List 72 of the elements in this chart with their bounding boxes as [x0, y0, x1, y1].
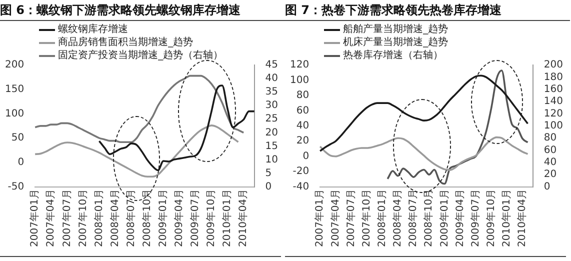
y2-tick-label: 180	[544, 72, 564, 83]
y2-tick-label: 25	[265, 114, 278, 125]
x-tick-label: 2008年01月	[92, 188, 105, 248]
x-tick-label: 2010年01月	[221, 188, 234, 248]
x-tick-label: 2008年07月	[407, 188, 420, 248]
x-tick-label: 2008年10月	[140, 188, 153, 248]
y2-tick-label: 20	[544, 169, 557, 180]
legend-label: 螺纹钢库存增速	[58, 23, 128, 36]
y2-tick-label: 40	[544, 157, 557, 168]
y2-tick-label: 30	[265, 100, 278, 112]
x-tick-label: 2010年04月	[516, 188, 528, 248]
chart-title: 图 6：螺纹钢下游需求略领先螺纹钢库存增速	[0, 0, 285, 21]
y-tick-label: 120	[290, 60, 310, 71]
y-tick-label: 50	[11, 132, 24, 144]
y2-tick-label: 35	[265, 86, 278, 98]
x-tick-label: 2008年01月	[376, 188, 388, 248]
legend-label: 商品房销售面积当期增速_趋势	[58, 36, 194, 49]
x-tick-label: 2007年07月	[344, 188, 357, 248]
x-tick-label: 2009年07月	[189, 188, 202, 248]
y-tick-label: 60	[296, 105, 310, 116]
y2-tick-label: 20	[265, 127, 278, 138]
x-tick-label: 2007年01月	[314, 188, 326, 248]
y-tick-label: 100	[290, 74, 310, 86]
y2-tick-label: 100	[544, 120, 564, 132]
y-tick-label: 0	[302, 150, 310, 162]
y-tick-label: 200	[4, 60, 24, 71]
y-tick-label: -40	[292, 181, 310, 192]
x-tick-label: 2008年04月	[392, 188, 404, 248]
x-tick-label: 2007年04月	[44, 188, 57, 248]
x-tick-label: 2009年01月	[156, 188, 169, 248]
y2-tick-label: 5	[265, 168, 272, 179]
x-tick-label: 2009年10月	[205, 188, 218, 248]
y2-tick-label: 80	[544, 132, 557, 144]
legend-label: 机床产量当期增速_趋势	[343, 36, 448, 49]
y2-tick-label: 120	[544, 108, 564, 120]
y2-tick-label: 10	[265, 154, 278, 166]
y-tick-label: 40	[296, 120, 310, 132]
y2-tick-label: 140	[544, 96, 564, 108]
x-tick-label: 2009年10月	[484, 188, 497, 248]
x-tick-label: 2007年10月	[360, 188, 372, 248]
x-tick-label: 2009年04月	[454, 188, 466, 248]
y2-tick-label: 40	[265, 73, 278, 84]
x-tick-label: 2010年04月	[237, 188, 250, 248]
y-tick-label: 100	[4, 108, 24, 120]
x-tick-label: 2008年04月	[108, 188, 121, 248]
y2-tick-label: 0	[265, 181, 272, 192]
y-tick-label: -20	[292, 166, 310, 178]
legend-label: 船舶产量当期增速_趋势	[343, 23, 448, 36]
x-tick-label: 2007年01月	[28, 188, 41, 248]
y-tick-label: 80	[296, 90, 310, 102]
y2-tick-label: 160	[544, 84, 564, 95]
x-tick-label: 2007年10月	[76, 188, 89, 248]
chart-title: 图 7：热卷下游需求略领先热卷库存增速	[285, 0, 570, 21]
y2-tick-label: 15	[265, 140, 278, 152]
legend-label: 热卷库存增速（右轴）	[343, 49, 444, 62]
x-tick-label: 2009年01月	[438, 188, 450, 248]
x-tick-label: 2010年01月	[500, 188, 513, 248]
y-tick-label: 0	[18, 157, 24, 168]
y2-tick-label: 0	[544, 181, 550, 192]
y-tick-label: 20	[296, 136, 310, 147]
y-tick-label: 150	[4, 84, 24, 95]
y2-tick-label: 60	[544, 144, 557, 156]
x-tick-label: 2009年07月	[469, 188, 482, 248]
y2-tick-label: 45	[265, 60, 278, 71]
x-tick-label: 2007年07月	[60, 188, 73, 248]
x-tick-label: 2008年07月	[124, 188, 137, 248]
x-tick-label: 2008年10月	[422, 188, 435, 248]
x-tick-label: 2007年04月	[329, 188, 342, 248]
y-tick-label: -50	[8, 181, 24, 192]
legend-label: 固定资产投资当期增速_趋势（右轴）	[58, 49, 224, 62]
y2-tick-label: 200	[544, 60, 564, 71]
x-tick-label: 2009年04月	[173, 188, 186, 248]
